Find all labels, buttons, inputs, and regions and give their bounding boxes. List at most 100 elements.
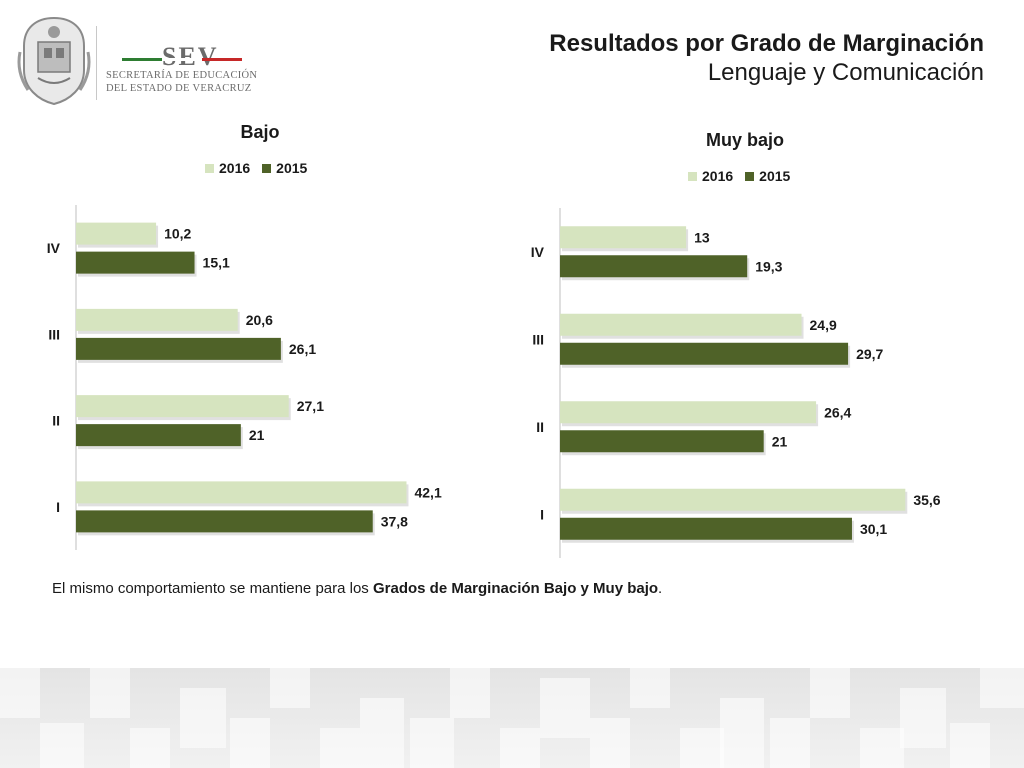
logo-line-1: SECRETARÍA DE EDUCACIÓN: [106, 70, 258, 81]
category-label-ii: II: [52, 413, 60, 429]
footer-tile: [500, 728, 540, 768]
category-label-iv: IV: [47, 240, 61, 256]
slide-note: El mismo comportamiento se mantiene para…: [52, 580, 662, 597]
bar-2015-ii: [76, 424, 241, 447]
bar-2015-iii: [76, 337, 281, 360]
chart-plot-bajo: IV 10,2 15,1 III 20,6 26,1 II 27,1 21 I 42,1 37,8: [47, 205, 442, 550]
chart-title: Bajo: [240, 122, 280, 142]
bar-2016-iv: [76, 222, 157, 245]
data-label-2015-iii: 29,7: [856, 346, 883, 362]
stripe-green: [122, 58, 162, 61]
footer-tile: [360, 698, 404, 768]
slide-subtitle: Lenguaje y Comunicación: [707, 59, 984, 86]
chart-plot-muy-bajo: IV 13 19,3 III 24,9 29,7 II 26,4 21 I 35,6 30,1: [531, 208, 941, 558]
footer-tile: [950, 723, 990, 768]
footer-tile: [230, 718, 270, 768]
legend-label-2015: 2015: [759, 168, 791, 184]
legend-swatch-2015: [262, 163, 272, 173]
footer-tile: [900, 688, 946, 748]
footer-tile: [980, 668, 1024, 708]
category-label-i: I: [56, 499, 60, 515]
slide-title: Resultados por Grado de Marginación: [549, 30, 984, 57]
bar-2016-i: [560, 488, 906, 511]
chart-title: Muy bajo: [705, 130, 784, 150]
data-label-2016-iv: 10,2: [164, 226, 191, 242]
note-text: El mismo comportamiento se mantiene para…: [52, 580, 373, 597]
note-end: .: [658, 580, 663, 597]
footer-band: [0, 668, 1024, 768]
legend-item-2015: 2015: [745, 168, 790, 184]
legend-label-2016: 2016: [219, 160, 251, 176]
logo-divider: [96, 26, 97, 100]
footer-tile: [0, 668, 40, 718]
bar-2015-i: [76, 510, 373, 533]
data-label-2015-i: 37,8: [381, 513, 408, 529]
footer-tile: [540, 678, 590, 738]
legend-swatch-2016: [205, 163, 214, 173]
legend-swatch-2016: [688, 171, 697, 181]
data-label-2016-iv: 13: [694, 229, 710, 245]
footer-tile: [180, 688, 226, 748]
bar-2016-iv: [560, 226, 687, 249]
veracruz-shield-icon: [17, 16, 91, 106]
data-label-2015-ii: 21: [772, 433, 788, 449]
data-label-2016-iii: 20,6: [246, 312, 273, 328]
legend-item-2016: 2016: [205, 160, 250, 176]
data-label-2015-i: 30,1: [860, 521, 887, 537]
footer-tile: [410, 718, 454, 768]
footer-tile: [810, 668, 850, 718]
legend-swatch-2015: [745, 171, 755, 181]
data-label-2016-ii: 27,1: [297, 398, 324, 414]
category-label-iv: IV: [531, 244, 545, 260]
data-label-2016-ii: 26,4: [824, 404, 851, 420]
legend-item-2016: 2016: [688, 168, 733, 184]
footer-tile: [450, 668, 490, 718]
legend-label-2015: 2015: [276, 160, 308, 176]
footer-tile: [40, 723, 84, 768]
bar-2015-iv: [560, 255, 748, 278]
data-label-2016-i: 42,1: [414, 484, 441, 500]
data-label-2016-iii: 24,9: [810, 317, 837, 333]
data-label-2015-iii: 26,1: [289, 341, 316, 357]
legend-label-2016: 2016: [702, 168, 734, 184]
data-label-2015-iv: 19,3: [755, 258, 782, 274]
stripe-white: [162, 58, 202, 61]
footer-tile: [590, 718, 630, 768]
footer-tile: [90, 668, 130, 718]
logo-brand: SEV: [162, 42, 219, 71]
slide-header: Resultados por Grado de Marginación Leng…: [549, 30, 984, 88]
bar-2016-ii: [76, 395, 289, 418]
bar-2015-i: [560, 517, 852, 540]
data-label-2015-iv: 15,1: [203, 255, 230, 271]
chart-legend: 2016 2015: [688, 168, 790, 184]
bar-2016-iii: [76, 308, 238, 331]
footer-tile: [770, 718, 810, 768]
note-emphasis: Grados de Marginación Bajo y Muy bajo: [372, 580, 659, 597]
footer-tile: [860, 728, 904, 768]
bar-2015-iv: [76, 251, 195, 274]
bar-2015-ii: [560, 430, 764, 453]
stripe-red: [202, 58, 242, 61]
logo-flag-stripe: [122, 58, 242, 61]
footer-tile: [130, 728, 170, 768]
footer-tile: [680, 728, 724, 768]
chart-bajo: Bajo 2016 2015 IV 10,2 15,1 III 20,6 26,1 II 27…: [0, 110, 500, 560]
data-label-2016-i: 35,6: [913, 492, 940, 508]
bar-2016-i: [76, 481, 407, 504]
category-label-i: I: [540, 506, 544, 522]
category-label-iii: III: [48, 326, 60, 342]
bar-2015-iii: [560, 342, 849, 365]
chart-muy-bajo: Muy bajo 2016 2015 IV 13 19,3 III 24,9 29,7 II…: [500, 118, 1000, 568]
sev-logo: SEV SECRETARÍA DE EDUCACIÓN DEL ESTADO D…: [14, 12, 257, 108]
legend-item-2015: 2015: [262, 160, 307, 176]
category-label-ii: II: [536, 419, 544, 435]
category-label-iii: III: [532, 331, 544, 347]
footer-tile: [630, 668, 670, 708]
bar-2016-ii: [560, 401, 817, 424]
bar-2016-iii: [560, 313, 802, 336]
data-label-2015-ii: 21: [249, 427, 265, 443]
logo-line-2: DEL ESTADO DE VERACRUZ: [106, 83, 252, 94]
chart-legend: 2016 2015: [205, 160, 307, 176]
footer-tile: [320, 728, 360, 768]
footer-tile: [720, 698, 764, 768]
